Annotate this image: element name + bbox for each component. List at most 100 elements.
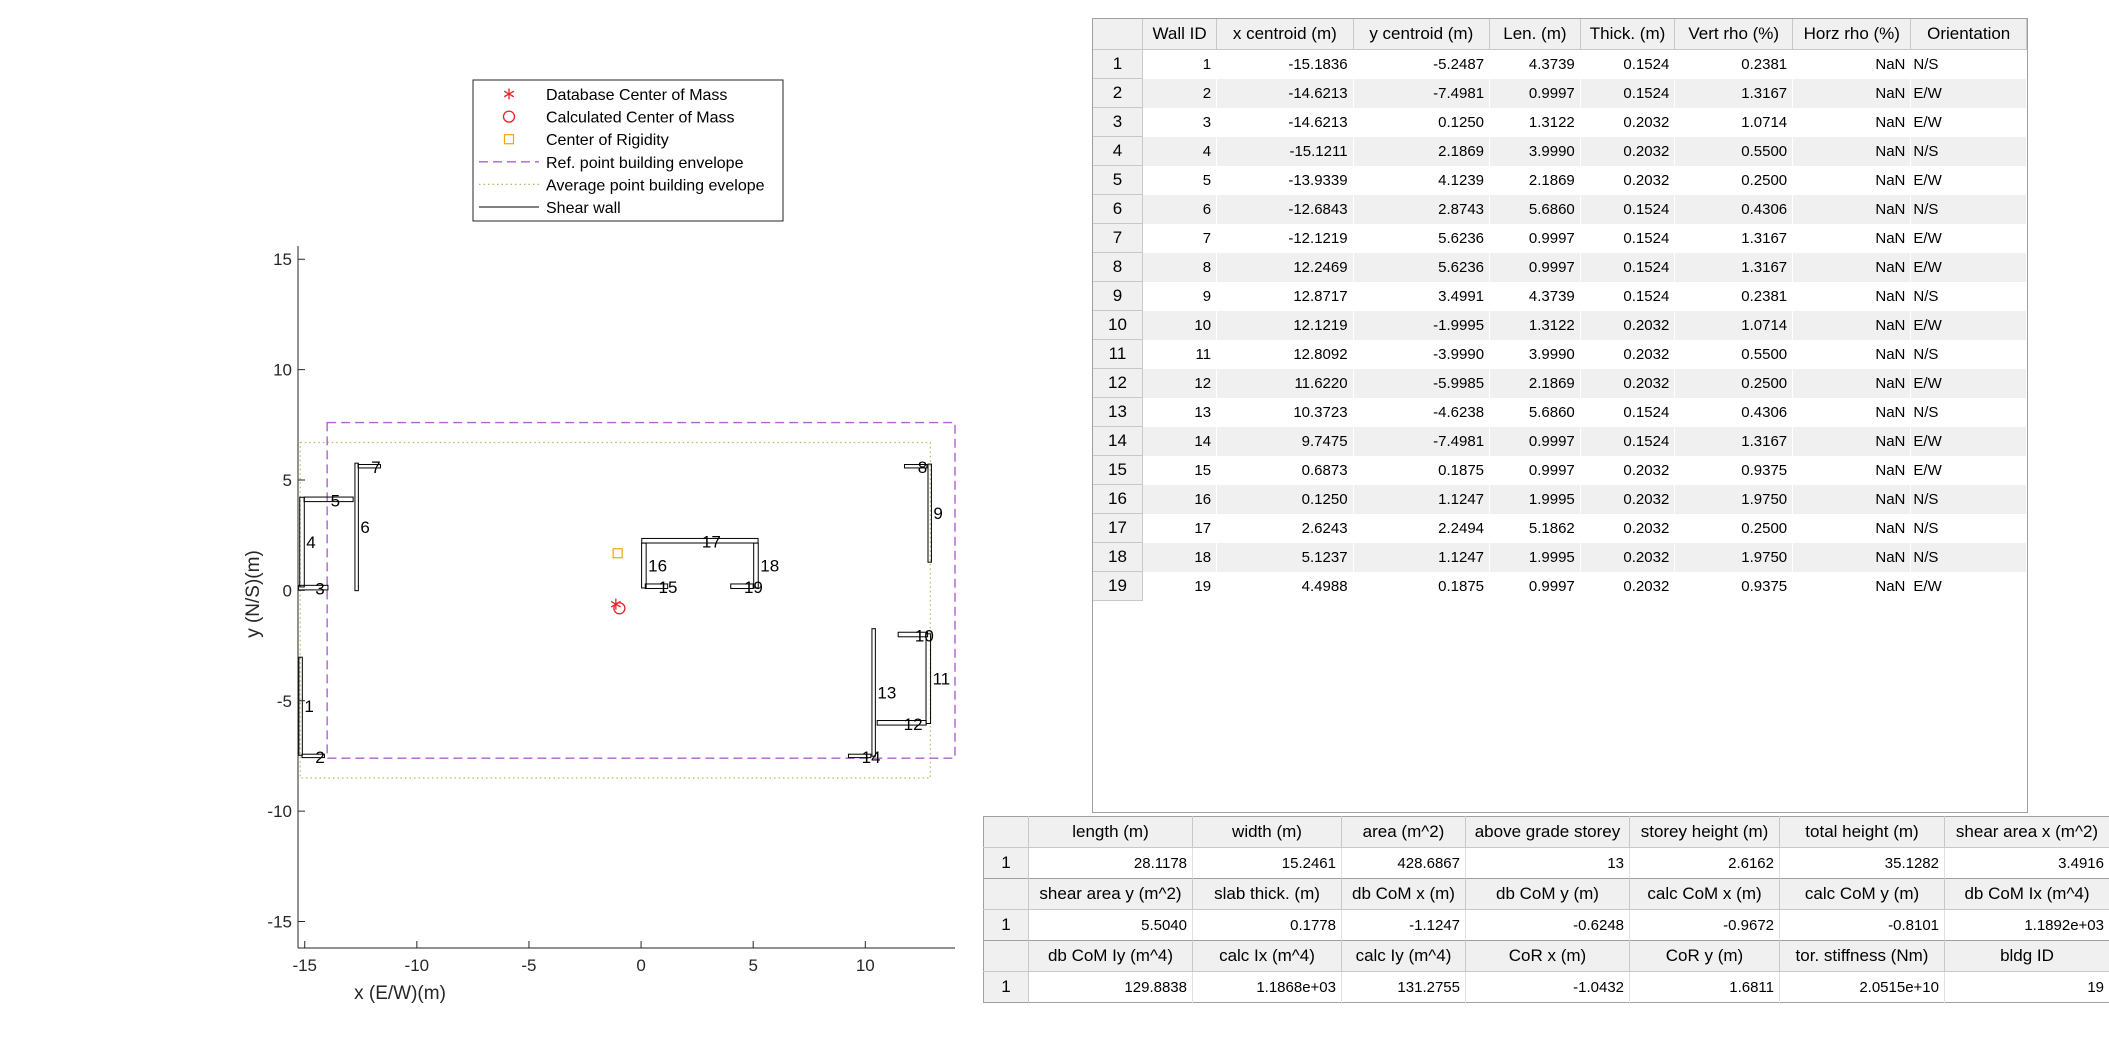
table-cell[interactable]: NaN	[1792, 571, 1912, 601]
table-cell[interactable]: E/W	[1910, 223, 2027, 253]
table-cell[interactable]: 1.1892e+03	[1944, 909, 2109, 941]
table-cell[interactable]: NaN	[1792, 194, 1912, 224]
column-header[interactable]: db CoM Ix (m^4)	[1944, 878, 2109, 910]
table-cell[interactable]: 3	[1142, 107, 1218, 137]
table-cell[interactable]: 9	[1142, 281, 1218, 311]
table-cell[interactable]: 1.1247	[1353, 542, 1491, 572]
table-cell[interactable]: 0.5500	[1674, 136, 1794, 166]
table-cell[interactable]: E/W	[1910, 252, 2027, 282]
table-cell[interactable]: NaN	[1792, 542, 1912, 572]
column-header[interactable]: calc Iy (m^4)	[1341, 940, 1466, 972]
column-header[interactable]: above grade storey	[1465, 816, 1630, 848]
column-header[interactable]: width (m)	[1192, 816, 1342, 848]
column-header[interactable]: calc CoM y (m)	[1779, 878, 1945, 910]
table-cell[interactable]: 0.9997	[1489, 571, 1581, 601]
table-cell[interactable]: E/W	[1910, 571, 2027, 601]
table-cell[interactable]: 1.9995	[1489, 484, 1581, 514]
table-cell[interactable]: 13	[1465, 847, 1630, 879]
table-cell[interactable]: 0.2500	[1674, 368, 1794, 398]
building-summary-table-3[interactable]: db CoM Iy (m^4) calc Ix (m^4) calc Iy (m^4…	[983, 940, 2109, 1003]
table-cell[interactable]: 0.9997	[1489, 252, 1581, 282]
table-cell[interactable]: 1.0714	[1674, 310, 1794, 340]
table-cell[interactable]: 2.1869	[1489, 165, 1581, 195]
column-header[interactable]: db CoM x (m)	[1341, 878, 1466, 910]
table-cell[interactable]: 0.4306	[1674, 397, 1794, 427]
table-cell[interactable]: 1.9995	[1489, 542, 1581, 572]
table-cell[interactable]: E/W	[1910, 78, 2027, 108]
table-cell[interactable]: 0.9997	[1489, 223, 1581, 253]
table-cell[interactable]: 0.4306	[1674, 194, 1794, 224]
column-header[interactable]: Vert rho (%)	[1674, 19, 1794, 50]
table-cell[interactable]: 0.1524	[1580, 426, 1676, 456]
table-cell[interactable]: E/W	[1910, 310, 2027, 340]
column-header[interactable]: shear area x (m^2)	[1944, 816, 2109, 848]
table-cell[interactable]: 16	[1142, 484, 1218, 514]
table-cell[interactable]: 0.1875	[1353, 455, 1491, 485]
table-row[interactable]: 2 2 -14.6213 -7.4981 0.9997 0.1524 1.3167 NaN E/…	[1093, 78, 2027, 108]
table-row[interactable]: 6 6 -12.6843 2.8743 5.6860 0.1524 0.4306 NaN N/S	[1093, 194, 2027, 224]
table-cell[interactable]: N/S	[1910, 339, 2027, 369]
table-cell[interactable]: E/W	[1910, 165, 2027, 195]
table-cell[interactable]: NaN	[1792, 107, 1912, 137]
table-cell[interactable]: 1.1868e+03	[1192, 971, 1342, 1003]
column-header[interactable]: total height (m)	[1779, 816, 1945, 848]
table-cell[interactable]: 0.2032	[1580, 571, 1676, 601]
table-cell[interactable]: N/S	[1910, 542, 2027, 572]
table-cell[interactable]: 12.8092	[1216, 339, 1354, 369]
column-header[interactable]: calc CoM x (m)	[1629, 878, 1780, 910]
table-cell[interactable]: 11	[1142, 339, 1218, 369]
summary-value-row[interactable]: 1 129.8838 1.1868e+03 131.2755 -1.0432 1.6811…	[983, 971, 2109, 1003]
table-cell[interactable]: 0.9997	[1489, 78, 1581, 108]
column-header[interactable]: Horz rho (%)	[1792, 19, 1912, 50]
table-cell[interactable]: 12.1219	[1216, 310, 1354, 340]
table-cell[interactable]: 2.6243	[1216, 513, 1354, 543]
table-cell[interactable]: N/S	[1910, 194, 2027, 224]
table-cell[interactable]: -1.9995	[1353, 310, 1491, 340]
table-cell[interactable]: 0.5500	[1674, 339, 1794, 369]
column-header[interactable]: Len. (m)	[1489, 19, 1581, 50]
table-cell[interactable]: -13.9339	[1216, 165, 1354, 195]
summary-value-row[interactable]: 1 28.1178 15.2461 428.6867 13 2.6162 35.1282 3.…	[983, 847, 2109, 879]
table-cell[interactable]: 0.9997	[1489, 455, 1581, 485]
table-cell[interactable]: 5.1237	[1216, 542, 1354, 572]
column-header[interactable]: Orientation	[1910, 19, 2027, 50]
table-cell[interactable]: 0.2032	[1580, 455, 1676, 485]
table-cell[interactable]: NaN	[1792, 484, 1912, 514]
table-cell[interactable]: 1.6811	[1629, 971, 1780, 1003]
table-cell[interactable]: N/S	[1910, 484, 2027, 514]
table-cell[interactable]: 17	[1142, 513, 1218, 543]
table-cell[interactable]: NaN	[1792, 339, 1912, 369]
column-header[interactable]: slab thick. (m)	[1192, 878, 1342, 910]
table-cell[interactable]: 2.2494	[1353, 513, 1491, 543]
table-cell[interactable]: -0.6248	[1465, 909, 1630, 941]
table-row[interactable]: 18 18 5.1237 1.1247 1.9995 0.2032 1.9750 NaN N/S	[1093, 542, 2027, 572]
table-cell[interactable]: 0.2032	[1580, 165, 1676, 195]
table-cell[interactable]: 0.1524	[1580, 223, 1676, 253]
column-header[interactable]: area (m^2)	[1341, 816, 1466, 848]
table-cell[interactable]: -1.0432	[1465, 971, 1630, 1003]
table-cell[interactable]: 14	[1142, 426, 1218, 456]
table-cell[interactable]: 12.2469	[1216, 252, 1354, 282]
table-row[interactable]: 9 9 12.8717 3.4991 4.3739 0.1524 0.2381 NaN N/S	[1093, 281, 2027, 311]
column-header[interactable]: Thick. (m)	[1580, 19, 1676, 50]
table-cell[interactable]: 5	[1142, 165, 1218, 195]
table-cell[interactable]: 2.8743	[1353, 194, 1491, 224]
table-cell[interactable]: E/W	[1910, 368, 2027, 398]
table-cell[interactable]: 4.1239	[1353, 165, 1491, 195]
table-cell[interactable]: -15.1836	[1216, 49, 1354, 79]
table-cell[interactable]: 15	[1142, 455, 1218, 485]
table-cell[interactable]: 11.6220	[1216, 368, 1354, 398]
summary-value-row[interactable]: 1 5.5040 0.1778 -1.1247 -0.6248 -0.9672 -0.810…	[983, 909, 2109, 941]
table-cell[interactable]: -0.9672	[1629, 909, 1780, 941]
table-cell[interactable]: 0.2032	[1580, 310, 1676, 340]
table-cell[interactable]: 28.1178	[1028, 847, 1193, 879]
table-cell[interactable]: NaN	[1792, 426, 1912, 456]
table-cell[interactable]: 0.1524	[1580, 49, 1676, 79]
table-row[interactable]: 16 16 0.1250 1.1247 1.9995 0.2032 1.9750 NaN N/S	[1093, 484, 2027, 514]
table-cell[interactable]: -14.6213	[1216, 107, 1354, 137]
table-cell[interactable]: 19	[1944, 971, 2109, 1003]
table-cell[interactable]: 1.3167	[1674, 78, 1794, 108]
table-cell[interactable]: 5.6860	[1489, 397, 1581, 427]
table-cell[interactable]: 0.9375	[1674, 571, 1794, 601]
table-cell[interactable]: NaN	[1792, 310, 1912, 340]
